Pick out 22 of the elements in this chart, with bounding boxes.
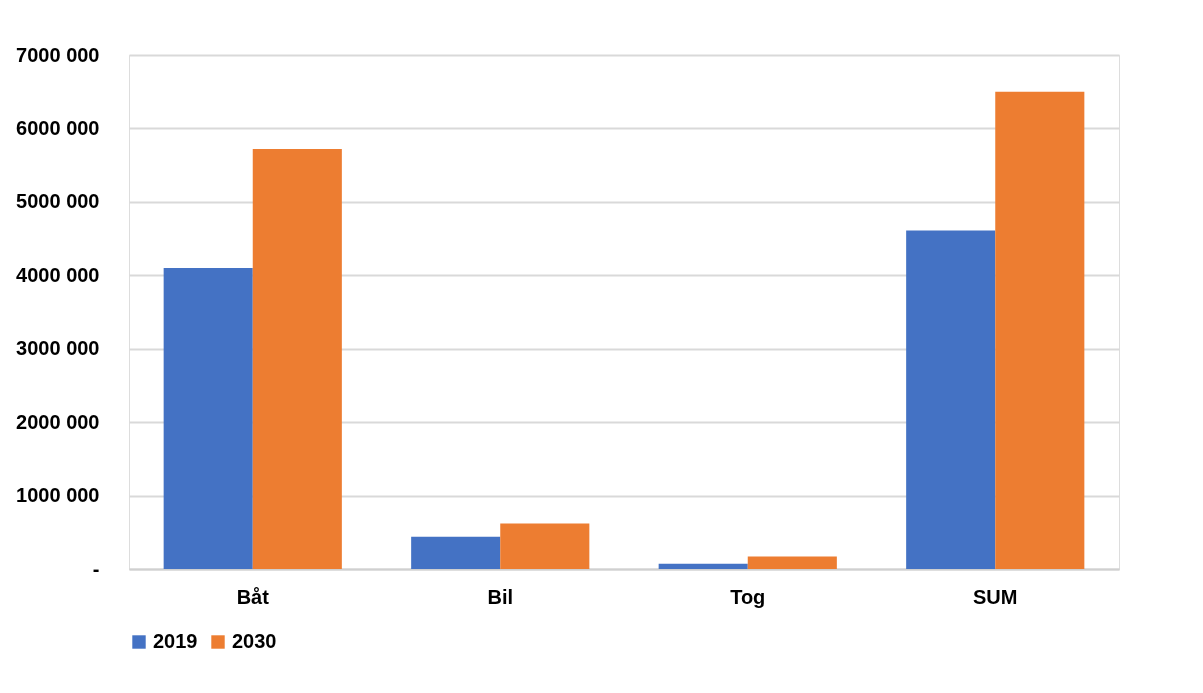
bar <box>995 91 1085 569</box>
y-tick-label: - <box>92 557 100 580</box>
y-tick-label: 3000 000 <box>16 337 100 360</box>
x-tick-label: Bil <box>487 585 514 608</box>
x-tick-label: Tog <box>730 585 766 608</box>
y-tick-label: 4000 000 <box>16 263 100 286</box>
y-tick-label: 1000 000 <box>16 484 100 507</box>
y-tick-label: 2000 000 <box>16 410 100 433</box>
x-tick-label: Båt <box>236 585 270 608</box>
bar <box>252 148 342 569</box>
bar <box>658 563 748 569</box>
bar <box>747 556 837 569</box>
y-tick-label: 5000 000 <box>16 190 100 213</box>
bar <box>411 536 501 569</box>
x-tick-label: SUM <box>973 585 1018 608</box>
y-tick-label: 6000 000 <box>16 116 100 139</box>
bar <box>500 523 590 569</box>
bar <box>163 267 253 569</box>
legend-label: 2019 <box>153 630 198 652</box>
bar <box>906 230 996 569</box>
legend-label: 2030 <box>232 630 277 652</box>
y-tick-label: 7000 000 <box>16 43 100 66</box>
